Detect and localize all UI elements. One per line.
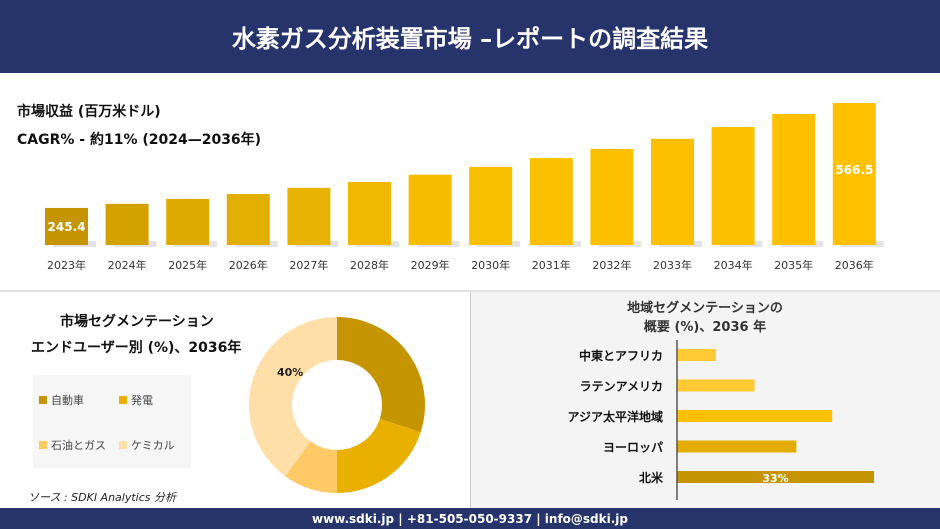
region-bar	[677, 410, 833, 422]
x-tick-label: 2033年	[653, 258, 692, 272]
region-bar	[677, 349, 716, 361]
legend-item: 発電	[119, 392, 153, 408]
x-tick-label: 2025年	[168, 258, 207, 272]
region-label: ヨーロッパ	[603, 441, 663, 455]
legend-label: 自動車	[51, 394, 84, 407]
legend-swatch	[119, 396, 127, 404]
legend-item: 自動車	[39, 392, 84, 408]
region-bar	[677, 440, 797, 453]
revenue-bar	[45, 207, 88, 245]
region-data-label: 33%	[762, 472, 788, 485]
donut-slice	[249, 317, 337, 477]
donut-slice	[285, 441, 337, 493]
revenue-bar	[772, 113, 816, 245]
region-label: 中東とアフリカ	[579, 348, 663, 363]
x-tick-label: 2026年	[229, 258, 268, 272]
x-tick-label: 2036年	[835, 258, 874, 272]
revenue-bar	[166, 198, 210, 245]
section-divider	[0, 290, 940, 292]
region-title-line2: 概要 (%)、2036 年	[643, 320, 767, 335]
legend-swatch	[39, 441, 47, 449]
region-title-line1: 地域セグメンテーションの	[627, 301, 783, 316]
enduser-donut-chart: 40%	[249, 317, 425, 493]
revenue-bar	[469, 166, 513, 245]
x-tick-label: 2035年	[774, 258, 813, 272]
donut-slice	[337, 317, 425, 433]
legend-swatch	[119, 441, 127, 449]
revenue-bar	[226, 194, 270, 245]
region-bar	[677, 471, 874, 483]
revenue-bar	[711, 127, 755, 245]
x-tick-label: 2030年	[471, 258, 510, 272]
revenue-title: 市場収益 (百万米ドル)	[17, 104, 161, 120]
x-tick-label: 2024年	[108, 258, 147, 272]
revenue-bar	[408, 174, 452, 245]
header-title: 水素ガス分析装置市場 –レポートの調査結果	[0, 0, 940, 73]
legend-swatch	[39, 396, 47, 404]
x-tick-label: 2027年	[289, 258, 328, 272]
cagr-label: CAGR% - 約11% (2024—2036年)	[17, 132, 262, 148]
x-tick-label: 2031年	[532, 258, 571, 272]
revenue-bar	[590, 148, 634, 245]
donut-legend: 自動車 発電石油とガス ケミカル	[33, 375, 191, 468]
donut-data-label: 40%	[277, 366, 303, 379]
legend-label: 発電	[131, 394, 153, 407]
region-bar	[677, 379, 755, 392]
source-note: ソース : SDKI Analytics 分析	[28, 491, 177, 504]
legend-item: ケミカル	[119, 437, 175, 453]
revenue-bar-chart: 2023年 245.4 2024年 2025年 2026年 2027年 2028年 2029年…	[45, 103, 884, 272]
x-tick-label: 2034年	[714, 258, 753, 272]
segment-title-line2: エンドユーザー別 (%)、2036年	[31, 340, 242, 356]
region-label: アジア太平洋地域	[567, 409, 663, 424]
footer-contact: www.sdki.jp | +81-505-050-9337 | info@sd…	[0, 508, 940, 529]
bar-data-label: 245.4	[48, 220, 86, 234]
bar-data-label: 566.5	[835, 163, 873, 177]
revenue-bar	[651, 138, 694, 245]
x-tick-label: 2023年	[47, 258, 86, 272]
donut-slice	[337, 418, 421, 493]
revenue-bar	[529, 158, 573, 245]
x-tick-label: 2032年	[592, 258, 631, 272]
legend-item: 石油とガス	[39, 437, 106, 453]
revenue-bar	[287, 187, 331, 245]
revenue-bar	[105, 203, 149, 245]
legend-label: ケミカル	[131, 439, 175, 452]
x-tick-label: 2028年	[350, 258, 389, 272]
revenue-bar	[348, 181, 391, 245]
region-label: ラテンアメリカ	[580, 380, 663, 394]
revenue-bar	[832, 103, 876, 245]
segment-title-line1: 市場セグメンテーション	[60, 314, 214, 330]
legend-label: 石油とガス	[51, 439, 106, 452]
x-tick-label: 2029年	[411, 258, 450, 272]
region-label: 北米	[639, 470, 664, 485]
